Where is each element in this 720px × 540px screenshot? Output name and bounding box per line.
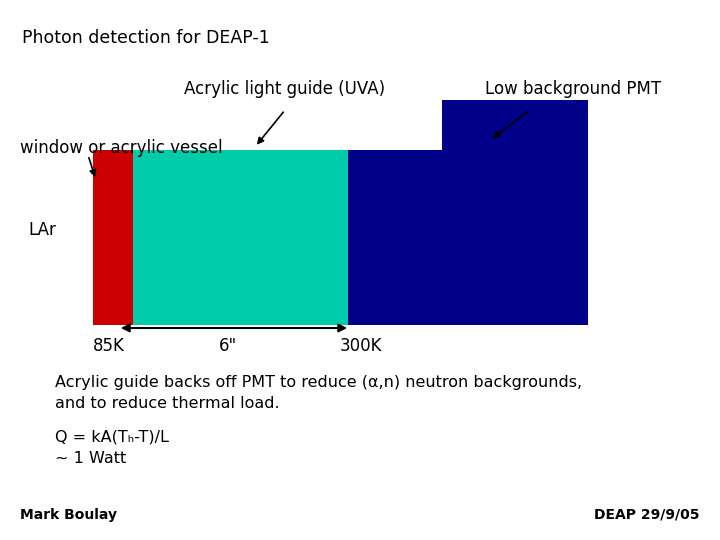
Text: Acrylic light guide (UVA): Acrylic light guide (UVA) (184, 80, 386, 98)
Text: Low background PMT: Low background PMT (485, 80, 661, 98)
Text: Q = kA(Tₕ-T⁣)/L
~ 1 Watt: Q = kA(Tₕ-T⁣)/L ~ 1 Watt (55, 430, 169, 466)
Text: 300K: 300K (340, 337, 382, 355)
Text: Mark Boulay: Mark Boulay (20, 508, 117, 522)
Bar (348, 150, 588, 325)
Text: LAr: LAr (28, 221, 56, 239)
Text: window or acrylic vessel: window or acrylic vessel (20, 139, 222, 157)
Text: DEAP 29/9/05: DEAP 29/9/05 (595, 508, 700, 522)
Bar (442, 100, 588, 150)
Text: 85K: 85K (93, 337, 125, 355)
Bar (93, 150, 133, 325)
Text: 6": 6" (219, 337, 237, 355)
Bar (133, 150, 348, 325)
Text: Photon detection for DEAP-1: Photon detection for DEAP-1 (22, 29, 270, 47)
Text: Acrylic guide backs off PMT to reduce (α,n) neutron backgrounds,
and to reduce t: Acrylic guide backs off PMT to reduce (α… (55, 375, 582, 411)
